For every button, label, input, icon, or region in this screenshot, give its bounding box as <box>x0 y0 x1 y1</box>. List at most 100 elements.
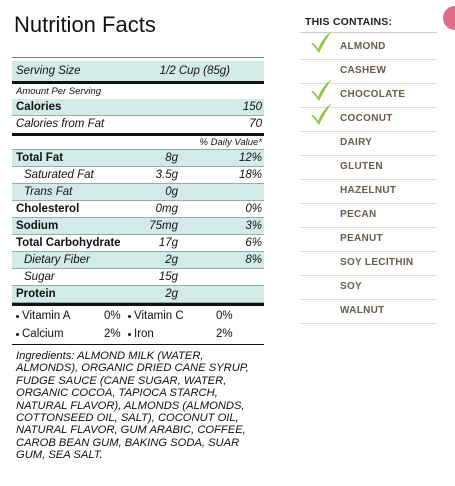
serving-value: 1/2 Cup (85g) <box>159 65 230 77</box>
vitamin-label: Iron <box>134 328 154 340</box>
nutrient-row: Total Carbohydrate 17g 6% <box>12 235 264 252</box>
contains-item: SOY LECITHIN <box>300 252 437 276</box>
nutrient-row: Sugar 15g <box>12 269 264 286</box>
ingredients: Ingredients: ALMOND MILK (WATER, ALMONDS… <box>16 350 249 462</box>
check-shape <box>311 79 332 101</box>
nutrient-daily: 18% <box>238 169 262 181</box>
contains-item: ALMOND <box>300 31 437 60</box>
nutrient-row: Saturated Fat 3.5g 18% <box>12 167 264 184</box>
nutrient-amount: 75mg <box>149 220 178 232</box>
check-mark <box>311 103 332 125</box>
divider <box>12 57 264 58</box>
nutrient-label: Total Carbohydrate <box>16 237 121 249</box>
nutrient-daily: 8% <box>245 254 262 266</box>
contains-label: GLUTEN <box>340 161 383 172</box>
nutrient-row: Trans Fat 0g <box>12 184 264 201</box>
check-shape <box>311 103 332 125</box>
calories-fat-value: 70 <box>249 118 262 130</box>
check-shape <box>311 31 332 53</box>
decor-circle <box>443 6 455 30</box>
divider <box>12 81 264 84</box>
nutrient-label: Dietary Fiber <box>24 254 90 266</box>
nutrient-amount: 0mg <box>155 203 178 215</box>
nutrient-daily: 0% <box>245 203 262 215</box>
nutrient-daily: 12% <box>238 152 262 164</box>
nutrient-label: Total Fat <box>16 152 64 164</box>
bullet <box>128 333 131 336</box>
vitamin-label: Calcium <box>22 328 64 340</box>
bullet <box>16 315 19 318</box>
check-mark <box>311 31 332 53</box>
nutrient-amount: 3.5g <box>155 169 178 181</box>
divider <box>12 133 264 136</box>
nutrient-label: Sodium <box>16 220 59 232</box>
amount-row: Amount Per Serving <box>12 85 264 99</box>
nutrient-daily: 6% <box>245 237 262 249</box>
nutrient-row: Dietary Fiber 2g 8% <box>12 252 264 269</box>
contains-label: HAZELNUT <box>340 185 397 196</box>
contains-item: HAZELNUT <box>300 180 437 204</box>
contains-item: DAIRY <box>300 132 437 156</box>
nutrient-row: Protein 2g <box>12 286 264 303</box>
contains-item: CHOCOLATE <box>300 79 437 108</box>
vitamin-value: 2% <box>104 328 121 340</box>
contains-label: DAIRY <box>340 137 373 148</box>
divider <box>12 303 264 306</box>
nutrient-amount: 2g <box>165 254 178 266</box>
contains-item: SOY <box>300 276 437 300</box>
daily-header-row: % Daily Value* <box>12 136 264 150</box>
nutrition-title: Nutrition Facts <box>14 12 156 37</box>
vitamin-value: 2% <box>216 328 233 340</box>
serving-row: Serving Size 1/2 Cup (85g) <box>12 61 264 81</box>
contains-label: CASHEW <box>340 65 387 76</box>
bullet <box>16 333 19 336</box>
daily-value-header: % Daily Value* <box>199 137 262 148</box>
bullet <box>128 315 131 318</box>
contains-label: SOY <box>340 281 363 292</box>
nutrient-row: Cholesterol 0mg 0% <box>12 201 264 218</box>
contains-label: PECAN <box>340 209 377 220</box>
nutrient-label: Saturated Fat <box>24 169 94 181</box>
contains-item: PEANUT <box>300 228 437 252</box>
vitamin-label: Vitamin C <box>134 310 184 322</box>
contains-label: PEANUT <box>340 233 383 244</box>
nutrient-daily: 3% <box>245 220 262 232</box>
vitamin-row: Vitamin A 0% Vitamin C 0% <box>12 308 264 325</box>
calories-row: Calories 150 <box>12 99 264 116</box>
vitamin-label: Vitamin A <box>22 310 71 322</box>
contains-item: CASHEW <box>300 60 437 84</box>
nutrient-amount: 2g <box>165 288 178 300</box>
nutrient-label: Cholesterol <box>16 203 80 215</box>
contains-item: PECAN <box>300 204 437 228</box>
calories-fat-row: Calories from Fat 70 <box>12 116 264 133</box>
serving-label: Serving Size <box>16 65 81 77</box>
calories-value: 150 <box>242 101 262 113</box>
calories-label: Calories <box>16 101 62 113</box>
nutrient-row: Sodium 75mg 3% <box>12 218 264 235</box>
nutrient-label: Protein <box>16 288 56 300</box>
nutrient-label: Trans Fat <box>24 186 73 198</box>
contains-label: WALNUT <box>340 305 385 316</box>
contains-item: COCONUT <box>300 103 437 132</box>
nutrient-amount: 15g <box>158 271 178 283</box>
calories-fat-label: Calories from Fat <box>16 118 105 130</box>
nutrient-label: Sugar <box>24 271 55 283</box>
contains-label: SOY LECITHIN <box>340 257 414 268</box>
contains-title: THIS CONTAINS: <box>305 16 393 28</box>
check-mark <box>311 79 332 101</box>
contains-label: ALMOND <box>340 41 386 52</box>
contains-item: GLUTEN <box>300 156 437 180</box>
vitamin-row: Calcium 2% Iron 2% <box>12 326 264 343</box>
nutrient-amount: 17g <box>158 237 178 249</box>
vitamin-value: 0% <box>216 310 233 322</box>
contains-label: COCONUT <box>340 113 393 124</box>
divider <box>300 32 437 33</box>
divider <box>12 344 264 345</box>
nutrient-row: Total Fat 8g 12% <box>12 150 264 167</box>
contains-label: CHOCOLATE <box>340 89 406 100</box>
nutrient-amount: 8g <box>165 152 178 164</box>
amount-per-serving: Amount Per Serving <box>16 86 102 97</box>
contains-item: WALNUT <box>300 300 437 324</box>
vitamin-value: 0% <box>104 310 121 322</box>
